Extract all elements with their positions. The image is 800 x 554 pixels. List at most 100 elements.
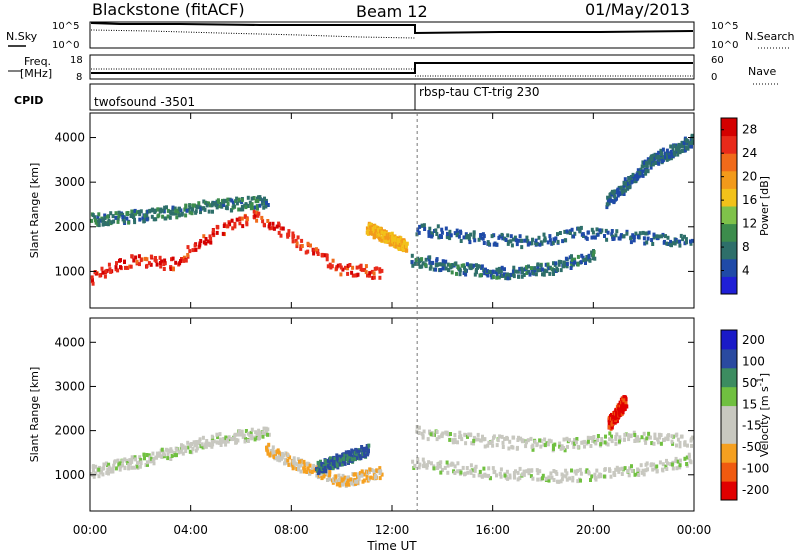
- velocity-echo-cell: [586, 439, 590, 444]
- velocity-y-tick-label: 4000: [54, 335, 85, 349]
- velocity-echo-cell: [576, 444, 580, 449]
- velocity-colorbar-tick-label: -100: [742, 462, 769, 476]
- power-echo-cell: [569, 260, 573, 265]
- velocity-echo-cell: [302, 459, 306, 464]
- velocity-echo-cell: [160, 454, 164, 459]
- velocity-echo-cell: [547, 475, 551, 480]
- power-echo-cell: [145, 263, 149, 268]
- velocity-echo-cell: [319, 472, 322, 477]
- station-title: Blackstone (fitACF): [92, 0, 245, 19]
- velocity-echo-cell: [118, 461, 122, 466]
- velocity-echo-cell: [134, 457, 138, 462]
- power-echo-cell: [483, 271, 487, 276]
- power-echo-cell: [689, 241, 693, 246]
- power-echo-cell: [615, 229, 619, 234]
- velocity-echo-cell: [518, 476, 522, 481]
- velocity-echo-cell: [421, 464, 425, 469]
- velocity-echo-cell: [286, 453, 290, 457]
- power-echo-cell: [91, 281, 95, 286]
- velocity-echo-cell: [453, 433, 457, 437]
- velocity-echo-cell: [640, 470, 644, 475]
- power-echo-cell: [551, 241, 555, 246]
- velocity-echo-cell: [424, 464, 428, 469]
- power-echo-cell: [652, 232, 656, 237]
- power-echo-cell: [677, 145, 681, 149]
- velocity-echo-cell: [529, 468, 533, 473]
- velocity-echo-cell: [193, 443, 197, 448]
- velocity-echo-cell: [335, 453, 339, 458]
- power-echo-cell: [158, 261, 162, 265]
- power-echo-cell: [268, 221, 272, 226]
- power-echo-cell: [136, 210, 139, 215]
- power-echo-cell: [538, 242, 542, 247]
- velocity-echo-cell: [633, 433, 637, 437]
- power-echo-cell: [320, 253, 324, 258]
- power-echo-cell: [489, 270, 493, 274]
- velocity-echo-cell: [491, 443, 495, 448]
- power-echo-cell: [525, 265, 529, 270]
- power-echo-cell: [194, 247, 198, 252]
- power-echo-cell: [504, 276, 508, 281]
- velocity-echo-cell: [243, 439, 247, 444]
- power-echo-cell: [427, 230, 431, 235]
- x-tick-label: 12:00: [375, 523, 410, 537]
- power-echo-cell: [151, 207, 154, 212]
- power-echo-cell: [422, 223, 426, 228]
- power-echo-band: [605, 133, 694, 210]
- power-echo-cell: [262, 198, 266, 203]
- velocity-echo-cell: [688, 458, 692, 463]
- power-echo-cell: [672, 150, 676, 155]
- velocity-echo-cell: [484, 473, 488, 478]
- power-echo-cell: [413, 261, 417, 266]
- velocity-echo-cell: [590, 436, 593, 440]
- power-echo-cell: [497, 275, 501, 280]
- power-echo-cell: [625, 184, 629, 189]
- power-echo-cell: [294, 238, 298, 243]
- power-echo-cell: [610, 229, 614, 233]
- power-echo-cell: [179, 259, 182, 264]
- power-echo-cell: [542, 232, 546, 237]
- power-echo-cell: [460, 263, 464, 268]
- velocity-echo-cell: [678, 465, 682, 470]
- power-echo-cell: [652, 235, 656, 240]
- velocity-echo-cell: [583, 439, 587, 444]
- velocity-echo-cell: [273, 455, 276, 460]
- velocity-echo-cell: [308, 463, 312, 468]
- velocity-echo-cell: [610, 412, 613, 417]
- power-echo-cell: [364, 270, 368, 275]
- power-echo-cell: [261, 219, 265, 224]
- power-echo-cell: [133, 217, 136, 222]
- power-echo-cell: [312, 248, 316, 253]
- power-echo-cell: [605, 202, 609, 207]
- velocity-echo-cell: [655, 469, 659, 474]
- power-echo-cell: [132, 213, 136, 218]
- velocity-echo-cell: [155, 455, 158, 460]
- velocity-echo-cell: [376, 468, 380, 473]
- power-echo-cell: [600, 228, 604, 233]
- power-echo-cell: [398, 243, 402, 247]
- velocity-echo-cell: [378, 469, 382, 474]
- noise-sky-label: N.Sky: [6, 30, 38, 43]
- power-echo-cell: [199, 239, 203, 243]
- velocity-echo-cell: [261, 434, 265, 439]
- power-echo-cell: [474, 268, 478, 272]
- velocity-echo-cell: [553, 442, 557, 447]
- velocity-echo-cell: [242, 433, 246, 438]
- power-echo-cell: [552, 268, 556, 272]
- velocity-echo-cell: [622, 400, 626, 405]
- velocity-echo-cell: [297, 467, 301, 472]
- velocity-echo-cell: [246, 439, 250, 443]
- velocity-echo-cell: [486, 443, 490, 448]
- power-echo-cell: [638, 231, 642, 236]
- x-tick-label: 16:00: [475, 523, 510, 537]
- power-echo-cell: [103, 274, 107, 279]
- power-echo-cell: [291, 235, 295, 240]
- velocity-echo-cell: [350, 481, 353, 486]
- velocity-echo-cell: [459, 470, 463, 475]
- power-echo-cell: [646, 236, 650, 241]
- velocity-echo-cell: [622, 405, 626, 410]
- velocity-echo-cell: [573, 441, 577, 446]
- velocity-echo-cell: [326, 458, 330, 463]
- velocity-echo-cell: [470, 441, 474, 446]
- velocity-echo-cell: [104, 461, 108, 466]
